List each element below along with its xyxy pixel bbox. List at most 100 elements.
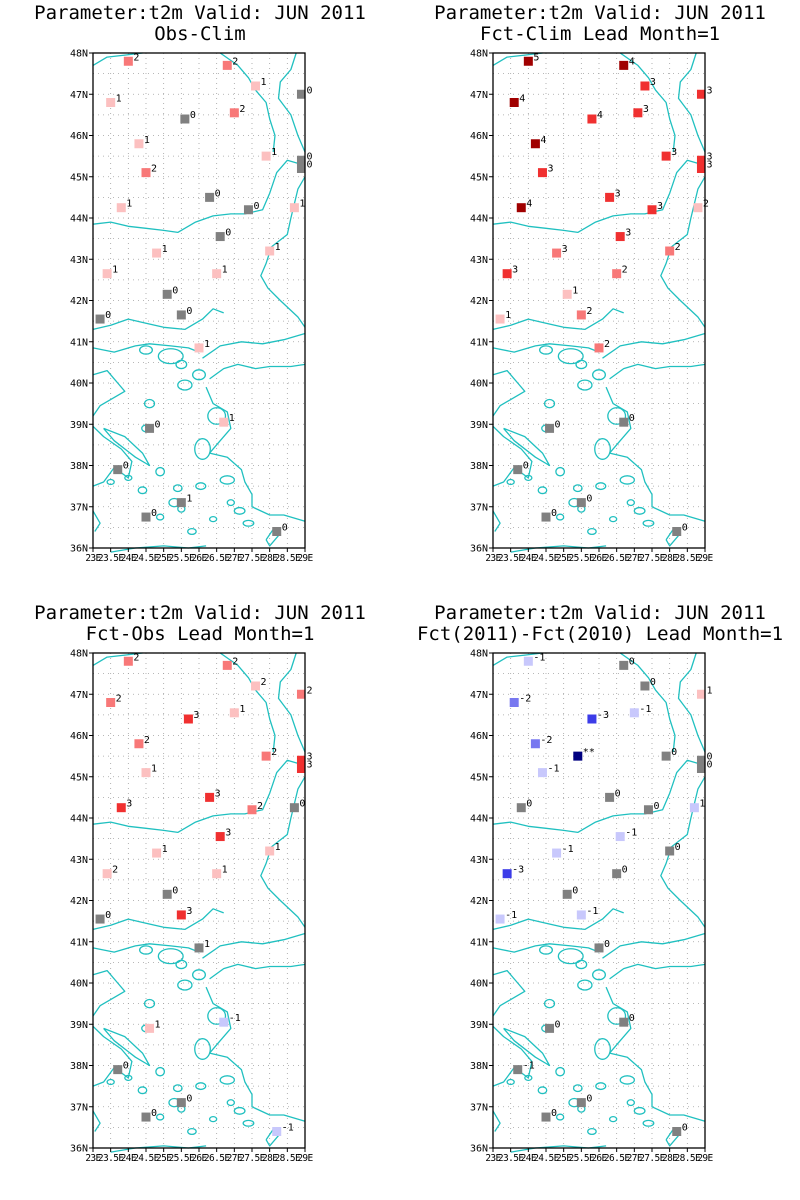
station-value-label: 2 (112, 865, 118, 876)
station-value-label: 1 (572, 285, 578, 296)
coastline (503, 1027, 551, 1067)
lon-tick-label: 26E (191, 1153, 207, 1164)
station-value-label: 1 (126, 199, 132, 210)
island-outline (575, 359, 588, 370)
station-value-label: 3 (186, 906, 192, 917)
island-outline (194, 1038, 211, 1060)
island-outline (633, 506, 646, 515)
lon-tick-label: 24.5E (133, 553, 159, 564)
lat-tick-label: 47N (70, 90, 88, 101)
station-marker (215, 832, 225, 842)
coastline (103, 427, 151, 467)
lat-tick-label: 48N (70, 649, 88, 660)
coastline (492, 425, 533, 487)
station-marker (562, 289, 572, 299)
island-outline (591, 969, 607, 981)
panel-title-line1: Parameter:t2m Valid: JUN 2011 (434, 2, 766, 24)
coastline (619, 52, 676, 153)
station-marker (123, 656, 133, 666)
lat-tick-label: 42N (470, 896, 488, 907)
station-marker (696, 89, 705, 99)
lat-tick-label: 47N (470, 90, 488, 101)
station-marker (183, 714, 193, 724)
coastline (605, 986, 706, 1122)
lat-tick-label: 38N (70, 1061, 88, 1072)
lat-tick-label: 37N (70, 502, 88, 513)
station-value-label: 1 (222, 865, 228, 876)
lat-tick-label: 44N (470, 214, 488, 225)
station-value-label: 4 (526, 199, 532, 210)
coastline (492, 759, 702, 834)
station-value-label: 0 (299, 799, 305, 810)
lat-tick-label: 42N (470, 296, 488, 307)
island-outline (555, 1066, 566, 1077)
island-outline (208, 516, 218, 523)
station-marker (247, 805, 257, 815)
station-value-label: 0 (306, 160, 312, 171)
station-value-label: 3 (512, 265, 518, 276)
station-marker (587, 714, 597, 724)
station-value-label: 0 (682, 523, 688, 534)
station-value-label: -1 (229, 1013, 241, 1024)
station-value-label: 2 (239, 104, 245, 115)
island-outline (537, 1086, 548, 1095)
station-marker (576, 498, 586, 508)
island-outline (175, 959, 188, 970)
station-value-label: 0 (706, 760, 712, 771)
station-marker (106, 698, 116, 707)
station-value-label: 0 (622, 865, 628, 876)
station-marker (272, 1127, 282, 1136)
station-marker (672, 1127, 682, 1136)
station-value-label: 3 (615, 188, 621, 199)
lon-tick-label: 26.5E (204, 1153, 230, 1164)
island-outline (608, 1116, 618, 1123)
stations (95, 56, 305, 536)
station-value-label: 2 (232, 56, 238, 67)
lon-tick-label: 29E (697, 553, 713, 564)
coastline (492, 1110, 501, 1132)
station-marker (696, 689, 705, 699)
station-value-label: -1 (505, 910, 517, 921)
coastline (92, 652, 143, 666)
station-value-label: -1 (282, 1123, 294, 1134)
station-marker (134, 739, 144, 749)
lon-tick-label: 27E (227, 1153, 243, 1164)
lon-tick-label: 29E (297, 553, 313, 564)
station-value-label: 3 (625, 228, 631, 239)
island-outline (219, 475, 235, 485)
lon-tick-label: 24E (121, 1153, 137, 1164)
island-outline (555, 1113, 565, 1121)
station-values: -1 001-2-1-3-2** 0 00-100 0 1-10-1-3 00-1-1000… (505, 652, 712, 1133)
lat-tick-label: 45N (470, 772, 488, 783)
coastline (492, 652, 543, 666)
station-value-label: 1 (186, 494, 192, 505)
station-marker (619, 660, 629, 670)
lat-tick-label: 47N (470, 690, 488, 701)
coastline (205, 986, 306, 1122)
station-value-label: 3 (126, 799, 132, 810)
station-marker (162, 289, 172, 299)
lat-tick-label: 38N (470, 461, 488, 472)
station-marker (215, 232, 225, 242)
station-marker (523, 56, 533, 66)
lon-tick-label: 28E (262, 1153, 278, 1164)
lat-tick-label: 37N (470, 1102, 488, 1113)
coastline (110, 1145, 207, 1153)
station-marker (647, 205, 657, 215)
island-outline (137, 1086, 148, 1095)
station-marker (619, 417, 629, 427)
station-marker (615, 832, 625, 842)
station-marker (509, 698, 519, 707)
lat-tick-label: 43N (470, 255, 488, 266)
island-outline (138, 345, 154, 355)
island-outline (524, 1074, 533, 1081)
lat-tick-label: 46N (470, 131, 488, 142)
station-marker (106, 98, 116, 107)
station-marker (113, 465, 123, 475)
station-value-label: 1 (155, 1019, 161, 1030)
station-value-label: -1 (625, 828, 637, 839)
station-value-label: 2 (133, 652, 139, 663)
station-value-label: 3 (225, 828, 231, 839)
station-value-label: 0 (155, 419, 161, 430)
station-marker (545, 1023, 555, 1033)
